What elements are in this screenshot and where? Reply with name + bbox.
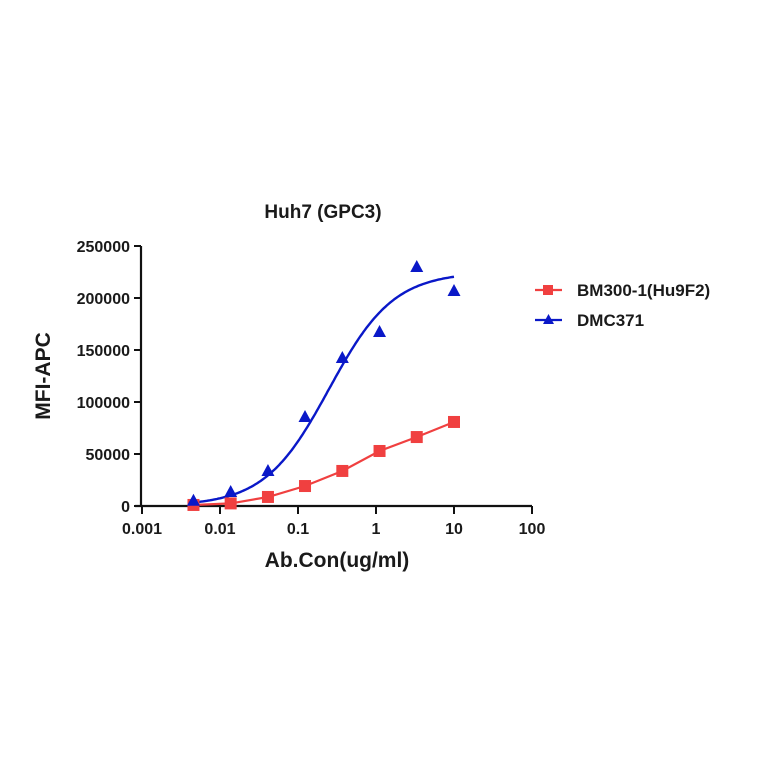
- y-tick-label: 50000: [86, 447, 131, 464]
- legend-label: BM300-1(Hu9F2): [577, 281, 710, 300]
- x-tick-label: 0.001: [122, 521, 162, 538]
- x-tick-label: 10: [445, 521, 463, 538]
- y-tick-label: 200000: [77, 291, 130, 308]
- series-line-bm300: [193, 420, 455, 507]
- square-marker: [410, 431, 423, 444]
- square-marker: [373, 444, 386, 457]
- y-tick-label: 250000: [77, 239, 130, 256]
- legend: BM300-1(Hu9F2) DMC371: [535, 281, 710, 330]
- triangle-marker: [298, 409, 312, 422]
- triangle-marker: [447, 284, 461, 297]
- y-axis: 0 50000 100000 150000 200000 250000: [77, 239, 143, 516]
- series-fit-curve-dmc371: [193, 275, 455, 504]
- square-marker: [448, 415, 460, 428]
- triangle-marker-icon: [543, 314, 554, 324]
- square-marker-icon: [543, 285, 553, 295]
- x-axis-title: Ab.Con(ug/ml): [265, 549, 410, 572]
- triangle-marker: [224, 484, 238, 497]
- plot-area: [186, 260, 461, 511]
- legend-item-series-0: BM300-1(Hu9F2): [535, 281, 710, 300]
- square-marker: [261, 490, 274, 503]
- chart-title: Huh7 (GPC3): [264, 202, 381, 223]
- x-tick-label: 0.01: [204, 521, 235, 538]
- triangle-marker: [261, 463, 275, 476]
- y-tick-label: 150000: [77, 343, 130, 360]
- legend-item-series-1: DMC371: [535, 311, 644, 330]
- triangle-marker: [186, 493, 200, 506]
- square-marker: [224, 497, 237, 510]
- triangle-marker: [335, 351, 349, 364]
- triangle-marker: [410, 260, 424, 273]
- x-tick-label: 0.1: [287, 521, 309, 538]
- legend-label: DMC371: [577, 311, 644, 330]
- x-tick-label: 1: [372, 521, 381, 538]
- y-axis-title: MFI-APC: [32, 332, 55, 420]
- y-tick-label: 0: [121, 499, 130, 516]
- x-axis: 0.001 0.01 0.1 1 10 100: [122, 504, 546, 538]
- y-tick-label: 100000: [77, 395, 130, 412]
- square-marker: [299, 480, 312, 493]
- square-marker: [336, 464, 349, 477]
- triangle-marker: [373, 325, 387, 338]
- x-tick-label: 100: [519, 521, 546, 538]
